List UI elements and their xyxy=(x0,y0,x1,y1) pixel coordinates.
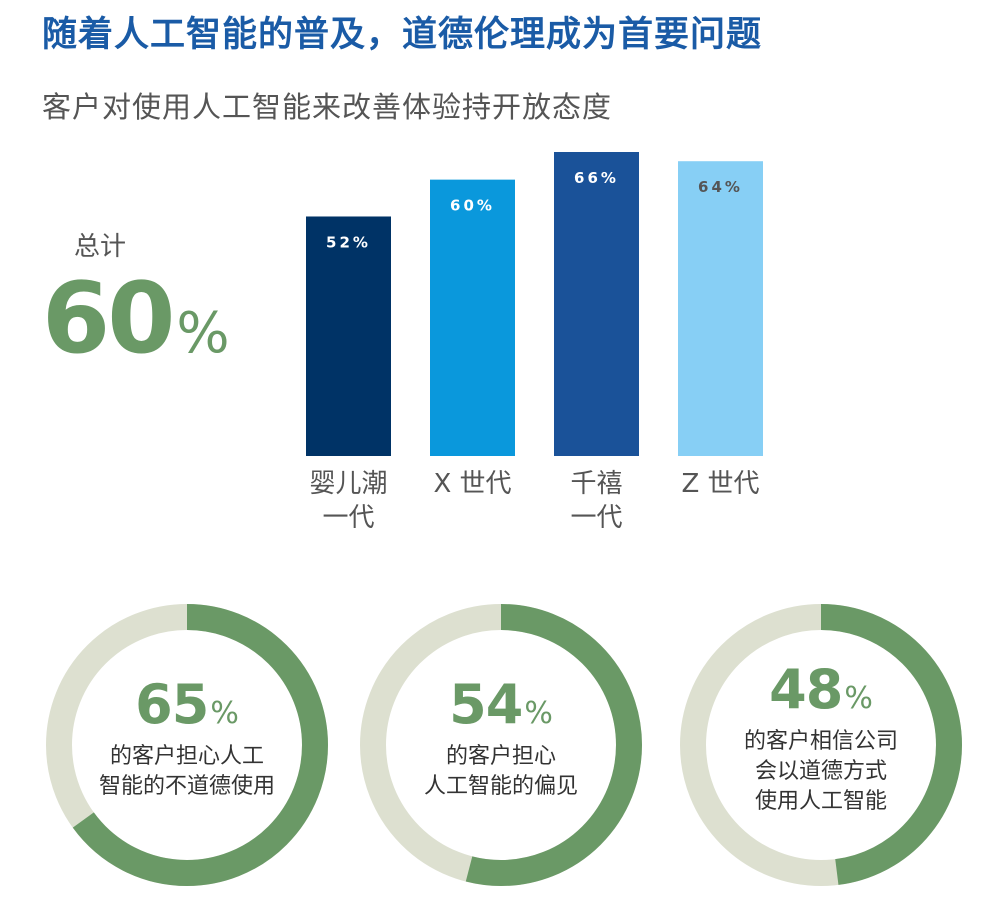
donut-number: 48 xyxy=(769,658,843,722)
x-tick-label: 婴儿潮 xyxy=(309,469,387,499)
donut-unit: % xyxy=(844,681,873,717)
bar-4 xyxy=(678,161,763,456)
donut-caption-line: 的客户担心 xyxy=(445,744,556,770)
donut-ring xyxy=(46,604,328,886)
bar-value-label: 66% xyxy=(574,169,619,187)
donut-value: 54% xyxy=(449,678,553,732)
bar-2 xyxy=(430,179,515,457)
x-tick-label: 千禧 xyxy=(570,469,622,499)
donut-caption: 的客户相信公司 会以道德方式 使用人工智能 xyxy=(744,727,898,816)
donut-unit: % xyxy=(210,696,239,732)
donut-caption-line: 会以道德方式 xyxy=(754,759,887,785)
total-value: 60% xyxy=(42,262,230,376)
total-number: 60 xyxy=(42,262,175,376)
donut-caption-line: 智能的不道德使用 xyxy=(98,774,275,799)
x-tick-label: 一代 xyxy=(570,503,622,533)
page-title: 随着人工智能的普及，道德伦理成为首要问题 xyxy=(42,15,763,55)
donut-value: 65% xyxy=(135,678,239,732)
bar-value-label: 64% xyxy=(698,178,743,196)
donut-trust: 48% 的客户相信公司 会以道德方式 使用人工智能 xyxy=(676,600,966,890)
bar-value-label: 60% xyxy=(450,197,495,215)
bar-value-label: 52% xyxy=(326,233,371,251)
x-tick-label: 一代 xyxy=(322,503,374,533)
donut-unethical-use: 65% 的客户担心人工 智能的不道德使用 xyxy=(42,600,332,890)
donut-caption: 的客户担心人工 智能的不道德使用 xyxy=(99,742,275,801)
donut-number: 54 xyxy=(449,673,523,737)
donut-ring xyxy=(680,604,962,886)
donut-ring xyxy=(360,604,642,886)
donut-caption-line: 人工智能的偏见 xyxy=(423,774,578,799)
donut-bias: 54% 的客户担心 人工智能的偏见 xyxy=(356,600,646,890)
total-unit: % xyxy=(176,301,230,366)
page-subtitle: 客户对使用人工智能来改善体验持开放态度 xyxy=(42,90,613,124)
x-tick-label: X 世代 xyxy=(433,469,511,499)
donut-caption-line: 的客户担心人工 xyxy=(109,744,264,770)
donut-value: 48% xyxy=(769,663,873,717)
donut-arc xyxy=(360,604,642,886)
donut-arc xyxy=(46,604,328,886)
donut-number: 65 xyxy=(135,673,209,737)
donut-caption: 的客户担心 人工智能的偏见 xyxy=(424,742,578,801)
x-tick-label: Z 世代 xyxy=(681,469,759,499)
bar-3 xyxy=(554,152,639,456)
bar-1 xyxy=(306,216,391,456)
donut-caption-line: 使用人工智能 xyxy=(754,788,887,814)
donut-arc xyxy=(680,604,962,886)
donut-caption-line: 的客户相信公司 xyxy=(743,729,898,755)
donut-unit: % xyxy=(524,696,553,732)
total-label: 总计 xyxy=(74,232,127,262)
